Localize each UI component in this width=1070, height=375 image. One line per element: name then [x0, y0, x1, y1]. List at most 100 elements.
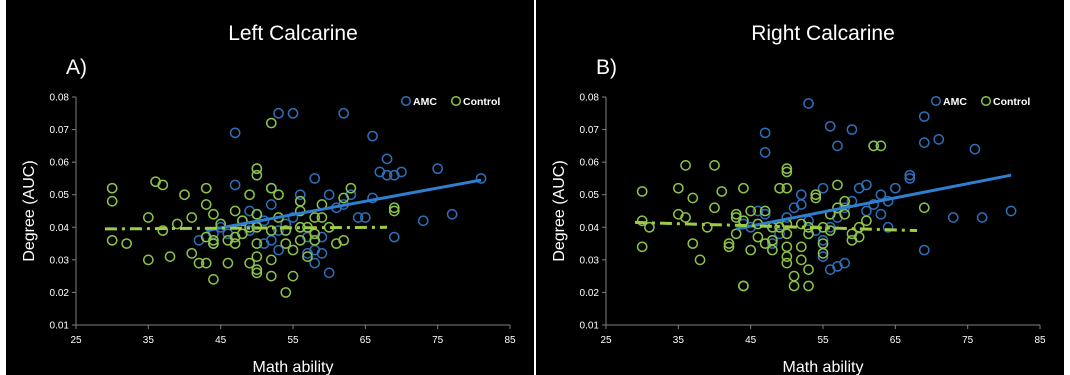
- x-axis-label: Math ability: [783, 359, 864, 375]
- data-point-control: [861, 215, 872, 227]
- data-point-amc: [803, 98, 814, 109]
- data-point-amc: [352, 212, 364, 223]
- data-point-control: [687, 238, 699, 249]
- y-tick-label: 0.02: [50, 288, 70, 299]
- y-tick-label: 0.08: [50, 93, 70, 104]
- x-tick-label: 55: [817, 335, 829, 346]
- y-axis-label: Degree (AUC): [551, 160, 568, 261]
- data-point-amc: [839, 257, 851, 269]
- data-point-control: [309, 212, 321, 223]
- data-point-amc: [273, 244, 284, 256]
- data-point-control: [709, 202, 720, 214]
- legend-marker-control: [450, 95, 462, 107]
- data-point-control: [287, 244, 299, 256]
- data-point-control: [738, 182, 749, 194]
- data-point-control: [200, 182, 212, 194]
- data-point-control: [142, 212, 154, 223]
- data-point-amc: [853, 182, 865, 194]
- data-point-control: [280, 225, 292, 236]
- trendline-amc: [205, 178, 482, 233]
- data-point-amc: [969, 143, 981, 155]
- data-point-amc: [904, 173, 916, 184]
- data-point-control: [759, 205, 771, 217]
- y-tick-label: 0.05: [580, 190, 600, 201]
- data-point-control: [716, 186, 728, 197]
- data-point-control: [251, 264, 263, 275]
- data-point-control: [208, 234, 219, 246]
- data-point-control: [767, 244, 778, 256]
- data-point-amc: [976, 212, 988, 223]
- data-point-control: [839, 208, 851, 220]
- data-point-amc: [381, 153, 393, 165]
- data-point-control: [824, 225, 836, 236]
- data-point-control: [644, 221, 655, 233]
- data-point-control: [795, 218, 807, 230]
- legend-marker-amc: [400, 95, 412, 107]
- data-point-control: [680, 212, 691, 223]
- data-point-control: [803, 228, 814, 240]
- data-point-control: [752, 231, 764, 243]
- data-point-control: [388, 202, 400, 214]
- x-tick-label: 45: [215, 335, 227, 346]
- data-point-control: [222, 234, 234, 246]
- data-point-amc: [417, 215, 429, 227]
- data-point-amc: [918, 137, 930, 148]
- data-point-control: [251, 238, 263, 249]
- data-point-amc: [323, 189, 335, 201]
- data-point-control: [157, 179, 169, 191]
- data-point-control: [636, 186, 648, 197]
- data-point-control: [795, 254, 807, 266]
- y-tick-label: 0.03: [50, 255, 70, 266]
- data-point-control: [171, 218, 183, 230]
- data-point-control: [186, 247, 198, 259]
- data-point-control: [287, 270, 299, 282]
- data-point-control: [875, 140, 887, 152]
- data-point-control: [265, 225, 277, 236]
- data-point-amc: [338, 107, 349, 119]
- legend-label-control: Control: [993, 96, 1030, 108]
- y-tick-label: 0.04: [580, 223, 600, 234]
- legend: AMC Control: [930, 95, 1030, 108]
- data-point-amc: [759, 147, 771, 158]
- data-point-control: [208, 238, 219, 249]
- legend-label-amc: AMC: [943, 96, 967, 108]
- data-point-amc: [475, 173, 487, 184]
- x-tick-label: 55: [287, 335, 299, 346]
- y-tick-label: 0.02: [580, 288, 600, 299]
- data-point-amc: [273, 107, 284, 119]
- data-point-control: [701, 221, 713, 233]
- data-point-control: [338, 234, 349, 246]
- data-point-amc: [824, 120, 836, 132]
- legend-label-amc: AMC: [413, 96, 437, 108]
- y-tick-label: 0.04: [50, 223, 70, 234]
- data-point-control: [106, 182, 118, 194]
- data-point-control: [280, 238, 292, 249]
- x-tick-label: 35: [673, 335, 685, 346]
- data-point-control: [810, 192, 822, 204]
- data-point-control: [680, 160, 691, 171]
- data-point-amc: [875, 189, 887, 201]
- y-tick-label: 0.01: [580, 321, 600, 332]
- data-point-amc: [788, 202, 800, 214]
- data-point-control: [244, 189, 255, 201]
- data-point-control: [294, 195, 306, 207]
- chart-title: Left Calcarine: [228, 22, 358, 45]
- y-tick-label: 0.06: [580, 158, 600, 169]
- data-point-control: [222, 257, 234, 269]
- chart-right-calcarine: Right Calcarine B) 25 35 45 55 65 75 85 0.01 0.02 0…: [551, 22, 1046, 375]
- data-point-amc: [316, 247, 328, 259]
- data-point-control: [709, 160, 720, 171]
- data-point-control: [157, 225, 169, 236]
- data-point-amc: [381, 169, 393, 181]
- data-point-control: [237, 228, 248, 240]
- y-tick-label: 0.06: [50, 158, 70, 169]
- data-point-amc: [752, 205, 764, 217]
- data-point-amc: [759, 127, 771, 139]
- data-point-control: [636, 215, 648, 227]
- data-point-control: [694, 254, 706, 266]
- data-point-control: [294, 221, 306, 233]
- data-point-control: [781, 257, 793, 269]
- data-point-control: [388, 205, 400, 217]
- y-tick-label: 0.03: [580, 255, 600, 266]
